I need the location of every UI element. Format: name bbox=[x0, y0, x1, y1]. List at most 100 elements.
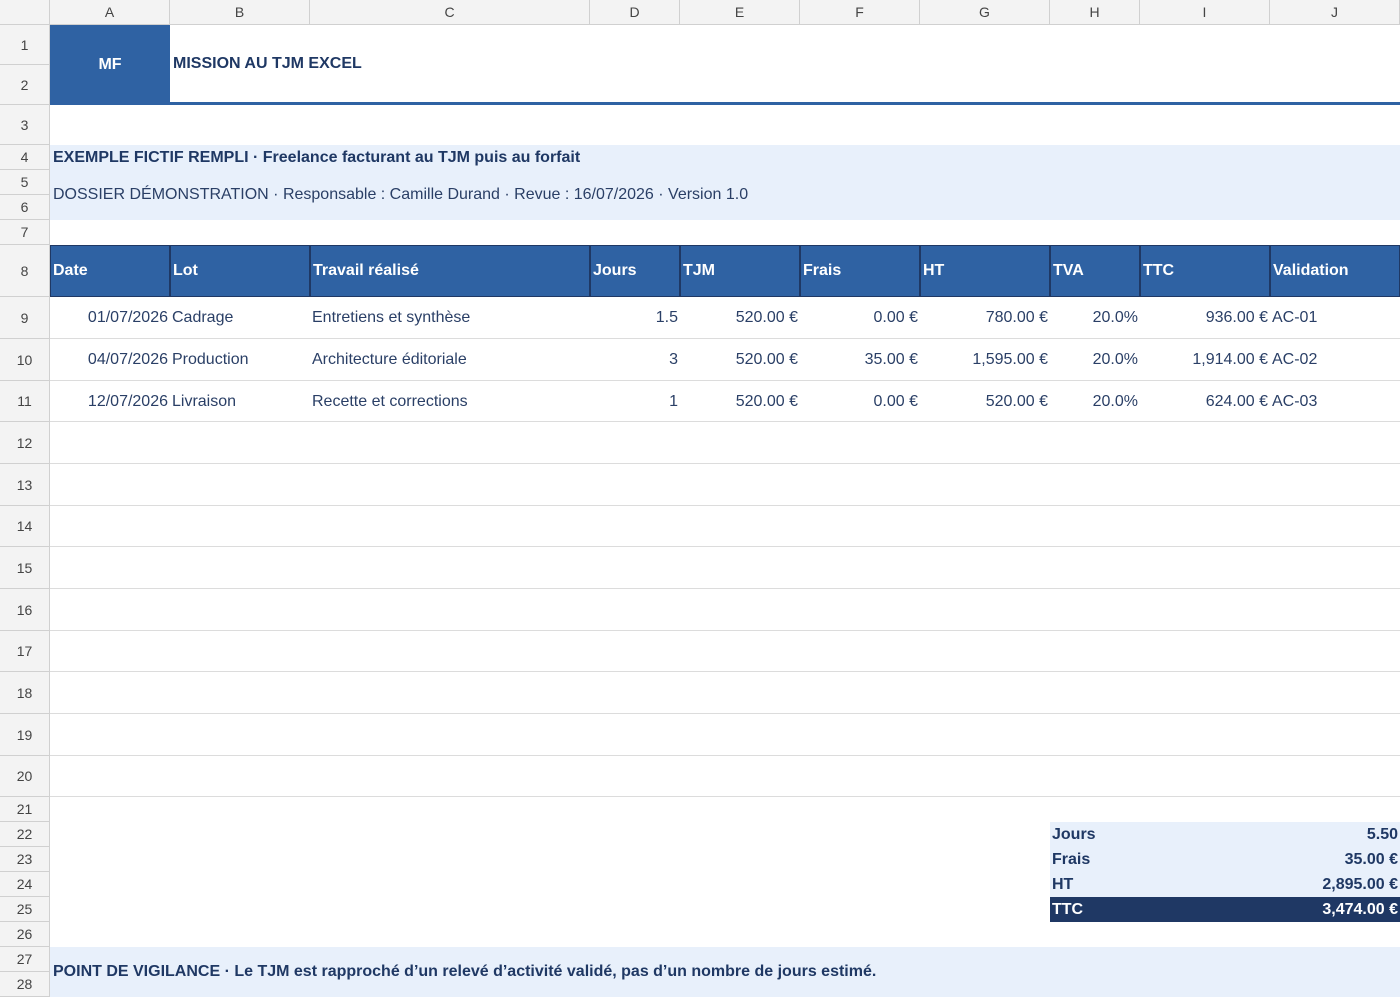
table-cell[interactable]: 20.0% bbox=[1092, 351, 1138, 368]
table-cell[interactable]: Architecture éditoriale bbox=[312, 351, 467, 368]
column-header[interactable]: F bbox=[800, 0, 920, 25]
column-header[interactable]: E bbox=[680, 0, 800, 25]
row-header[interactable]: 7 bbox=[0, 220, 50, 245]
table-cell[interactable]: 12/07/2026 bbox=[87, 392, 168, 410]
table-cell[interactable]: 04/07/2026 bbox=[87, 351, 168, 368]
table-cell[interactable]: 1 bbox=[669, 392, 678, 410]
row-header[interactable]: 28 bbox=[0, 972, 50, 997]
table-cell[interactable]: 936.00 € bbox=[1205, 309, 1268, 326]
table-cell[interactable]: 3 bbox=[669, 351, 678, 368]
title: MISSION AU TJM EXCEL bbox=[170, 25, 1400, 105]
row-header[interactable]: 21 bbox=[0, 797, 50, 822]
row-header[interactable]: 20 bbox=[0, 756, 50, 797]
row-header[interactable]: 4 bbox=[0, 145, 50, 170]
summary-label[interactable]: Frais bbox=[1050, 847, 1200, 872]
grid-line bbox=[50, 505, 1400, 506]
corner bbox=[0, 0, 50, 25]
table-header[interactable]: TTC bbox=[1140, 245, 1270, 297]
table-cell[interactable]: Entretiens et synthèse bbox=[312, 309, 471, 326]
table-header[interactable]: HT bbox=[920, 245, 1050, 297]
table-cell[interactable]: AC-03 bbox=[1272, 392, 1318, 410]
grid-line bbox=[50, 546, 1400, 547]
row-header[interactable]: 25 bbox=[0, 897, 50, 922]
column-header[interactable]: G bbox=[920, 0, 1050, 25]
table-cell[interactable]: 35.00 € bbox=[864, 351, 918, 368]
grid-line bbox=[50, 796, 1400, 797]
table-header[interactable]: TJM bbox=[680, 245, 800, 297]
row-header[interactable]: 17 bbox=[0, 631, 50, 672]
row-header[interactable]: 13 bbox=[0, 464, 50, 506]
table-cell[interactable]: 780.00 € bbox=[985, 309, 1048, 326]
table-cell[interactable]: Cadrage bbox=[172, 309, 234, 326]
table-cell[interactable]: 0.00 € bbox=[873, 309, 918, 326]
table-header[interactable]: Travail réalisé bbox=[310, 245, 590, 297]
row-header[interactable]: 24 bbox=[0, 872, 50, 897]
table-cell[interactable]: 01/07/2026 bbox=[87, 309, 168, 326]
table-cell[interactable]: Production bbox=[172, 351, 249, 368]
summary-label[interactable]: Jours bbox=[1050, 822, 1200, 847]
grid-line bbox=[50, 630, 1400, 631]
table-cell[interactable]: 1,595.00 € bbox=[972, 351, 1048, 368]
table-cell[interactable]: 624.00 € bbox=[1205, 392, 1268, 410]
table-cell[interactable]: 520.00 € bbox=[735, 309, 798, 326]
column-header[interactable]: A bbox=[50, 0, 170, 25]
row-header[interactable]: 10 bbox=[0, 339, 50, 381]
table-header[interactable]: Lot bbox=[170, 245, 310, 297]
table-cell[interactable]: AC-01 bbox=[1272, 309, 1318, 326]
table-cell[interactable]: Livraison bbox=[172, 392, 237, 410]
table-header[interactable]: Validation bbox=[1270, 245, 1400, 297]
table-cell[interactable]: 520.00 € bbox=[735, 351, 798, 368]
row-header[interactable]: 11 bbox=[0, 381, 50, 422]
summary-value[interactable]: 3,474.00 € bbox=[1200, 897, 1400, 922]
summary-label[interactable]: TTC bbox=[1050, 897, 1200, 922]
row-header[interactable]: 18 bbox=[0, 672, 50, 714]
row-header[interactable]: 2 bbox=[0, 65, 50, 105]
summary-value[interactable]: 5.50 bbox=[1200, 822, 1400, 847]
table-cell[interactable]: 520.00 € bbox=[735, 392, 798, 410]
grid-line bbox=[50, 671, 1400, 672]
table-cell[interactable]: 520.00 € bbox=[985, 392, 1048, 410]
column-header[interactable]: I bbox=[1140, 0, 1270, 25]
row-header[interactable]: 26 bbox=[0, 922, 50, 947]
note: POINT DE VIGILANCE · Le TJM est rapproch… bbox=[50, 947, 1400, 997]
table-cell[interactable]: Recette et corrections bbox=[312, 392, 468, 410]
grid-line bbox=[50, 338, 1400, 339]
table-header[interactable]: Frais bbox=[800, 245, 920, 297]
table-cell[interactable]: 20.0% bbox=[1092, 309, 1138, 326]
row-header[interactable]: 3 bbox=[0, 105, 50, 145]
column-header[interactable]: B bbox=[170, 0, 310, 25]
row-header[interactable]: 8 bbox=[0, 245, 50, 297]
grid-line bbox=[50, 755, 1400, 756]
column-header[interactable]: C bbox=[310, 0, 590, 25]
row-header[interactable]: 5 bbox=[0, 170, 50, 195]
row-header[interactable]: 1 bbox=[0, 25, 50, 65]
summary-value[interactable]: 35.00 € bbox=[1200, 847, 1400, 872]
row-header[interactable]: 16 bbox=[0, 589, 50, 631]
table-header[interactable]: TVA bbox=[1050, 245, 1140, 297]
row-header[interactable]: 14 bbox=[0, 506, 50, 547]
table-cell[interactable]: 0.00 € bbox=[873, 392, 918, 410]
column-header[interactable]: H bbox=[1050, 0, 1140, 25]
summary-value[interactable]: 2,895.00 € bbox=[1200, 872, 1400, 897]
table-header[interactable]: Jours bbox=[590, 245, 680, 297]
summary-label[interactable]: HT bbox=[1050, 872, 1200, 897]
table-cell[interactable]: 1,914.00 € bbox=[1192, 351, 1268, 368]
banner-subtitle: DOSSIER DÉMONSTRATION · Responsable : Ca… bbox=[53, 186, 749, 203]
row-header[interactable]: 19 bbox=[0, 714, 50, 756]
row-header[interactable]: 27 bbox=[0, 947, 50, 972]
row-header[interactable]: 6 bbox=[0, 195, 50, 220]
table-cell[interactable]: 1.5 bbox=[655, 309, 678, 326]
row-header[interactable]: 15 bbox=[0, 547, 50, 589]
row-header[interactable]: 9 bbox=[0, 297, 50, 339]
grid-line bbox=[50, 713, 1400, 714]
column-header[interactable]: J bbox=[1270, 0, 1400, 25]
row-header[interactable]: 22 bbox=[0, 822, 50, 847]
row-header[interactable]: 12 bbox=[0, 422, 50, 464]
table-cell[interactable]: 20.0% bbox=[1092, 392, 1138, 410]
table-header[interactable]: Date bbox=[50, 245, 170, 297]
table-cell[interactable]: AC-02 bbox=[1272, 351, 1318, 368]
row-header[interactable]: 23 bbox=[0, 847, 50, 872]
column-header[interactable]: D bbox=[590, 0, 680, 25]
banner-title: EXEMPLE FICTIF REMPLI · Freelance factur… bbox=[53, 148, 581, 166]
